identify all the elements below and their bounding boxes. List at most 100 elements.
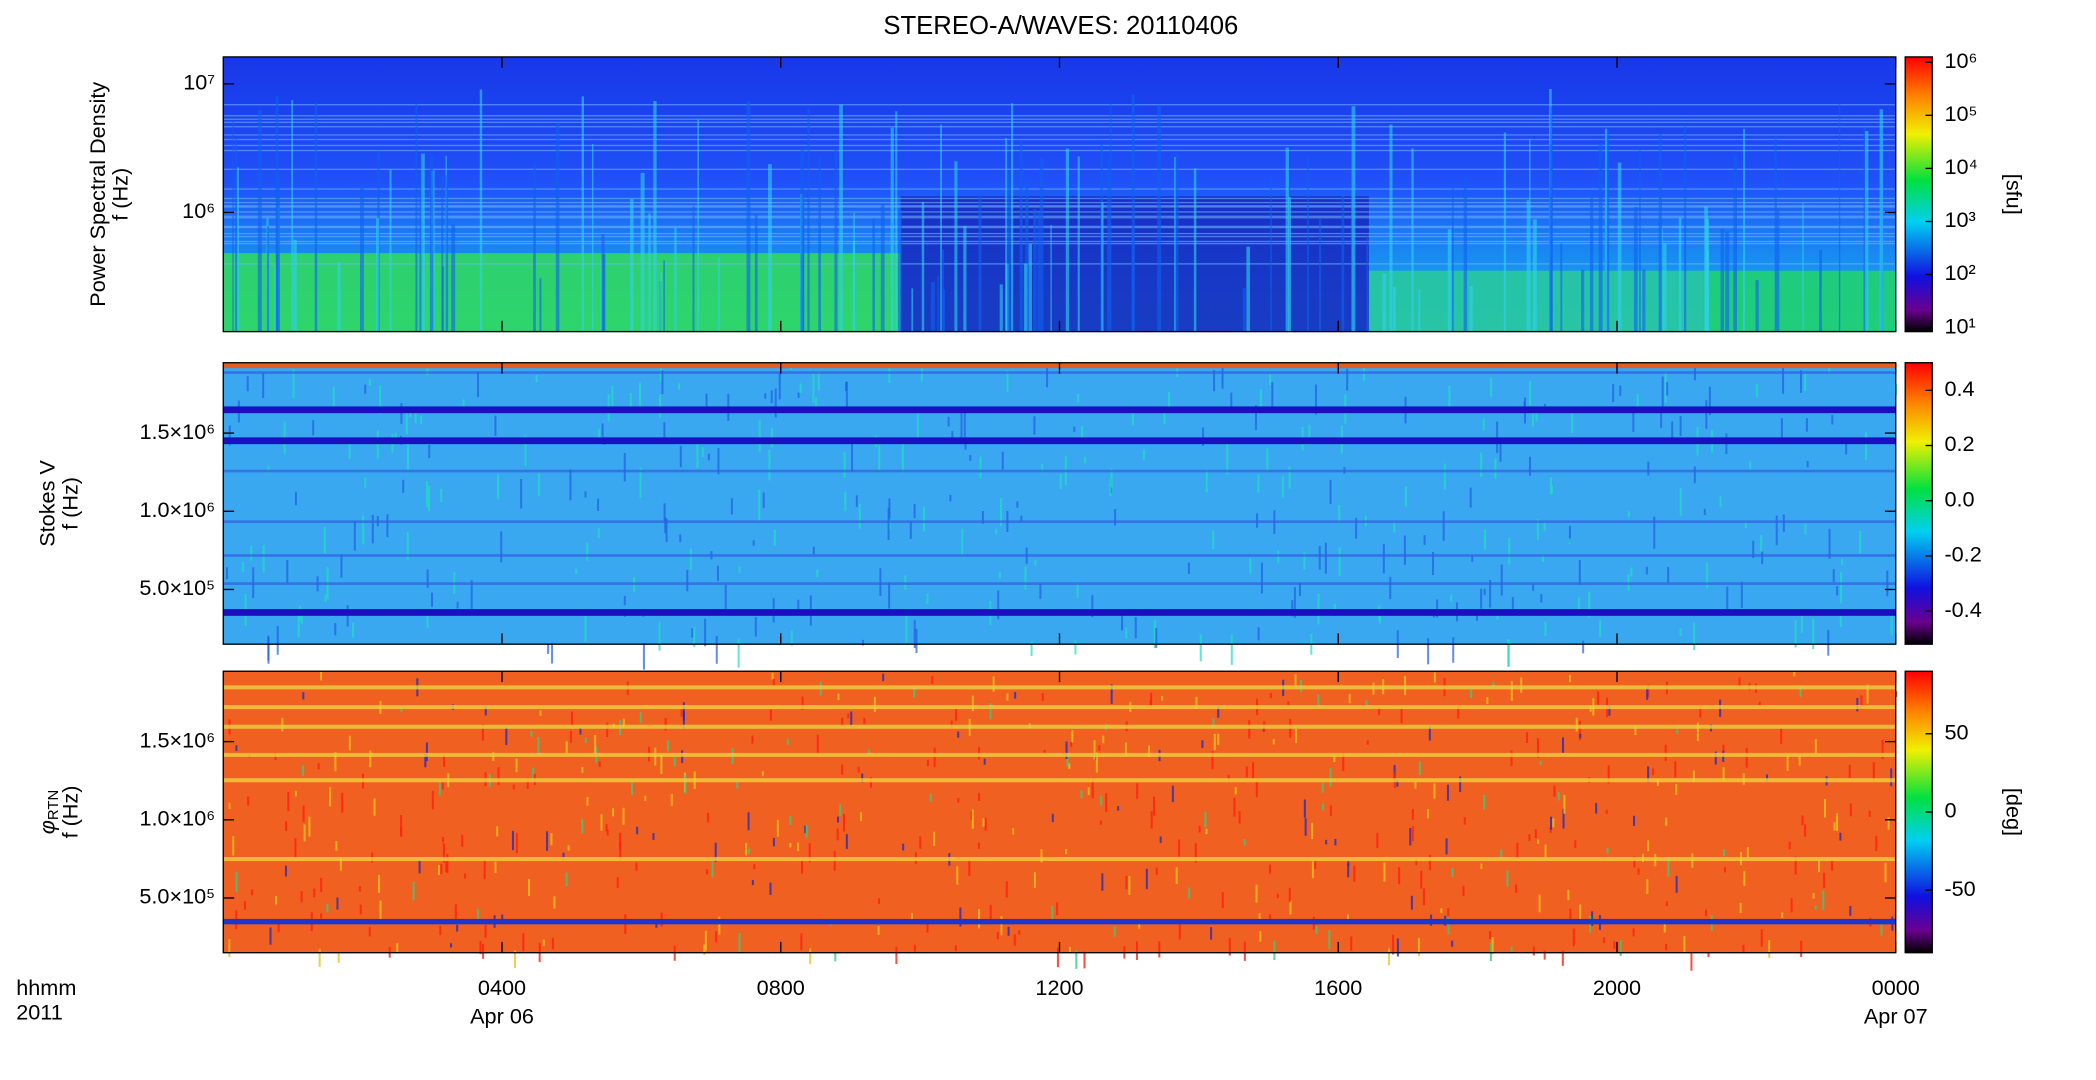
spectrogram-speck <box>1799 370 1802 393</box>
spectrogram-line <box>223 118 1896 120</box>
spectrogram-speck <box>1000 916 1003 936</box>
spectrogram-speck <box>1675 784 1678 795</box>
spectrogram-streak <box>1598 142 1603 332</box>
spectrogram-speck <box>225 567 229 580</box>
spectrogram-speck <box>863 717 866 724</box>
spectrogram-speck <box>1113 926 1116 937</box>
spectrogram-speck <box>812 373 815 403</box>
spectrogram-speck <box>971 695 974 712</box>
spectrogram-speck <box>1007 926 1010 936</box>
spectrogram-speck <box>454 904 457 922</box>
spectrogram-speck <box>581 767 584 773</box>
spectrogram-streak <box>591 143 594 332</box>
spectrogram-speck <box>769 709 772 721</box>
spectrogram-speck <box>951 430 954 443</box>
spectrogram-speck <box>1647 840 1650 852</box>
spectrogram-speck <box>1117 806 1120 811</box>
spectrogram-speck <box>834 952 837 962</box>
spectrogram-streak <box>1469 285 1473 332</box>
spectrogram-speck <box>1422 888 1425 906</box>
spectrogram-streak <box>1028 244 1033 332</box>
spectrogram-speck <box>1210 927 1213 940</box>
spectrogram-speck <box>1334 838 1337 846</box>
spectrogram-speck <box>1656 778 1659 787</box>
spectrogram-bg <box>223 671 1896 953</box>
spectrogram-streak <box>539 278 542 332</box>
spectrogram-speck <box>1812 893 1815 899</box>
spectrogram-speck <box>1814 905 1817 910</box>
spectrogram-speck <box>836 828 839 841</box>
spectrogram-speck <box>1147 745 1151 757</box>
spectrogram-speck <box>1350 936 1353 951</box>
spectrogram-speck <box>606 829 609 836</box>
spectrogram-speck <box>1073 426 1076 433</box>
spectrogram-speck <box>789 842 792 848</box>
spectrogram-speck <box>1287 701 1290 707</box>
spectrogram-speck <box>1070 741 1073 747</box>
spectrogram-speck <box>1520 677 1523 693</box>
spectrogram-speck <box>470 580 473 612</box>
spectrogram-speck <box>1746 846 1749 859</box>
spectrogram-speck <box>364 384 367 394</box>
spectrogram-speck <box>1065 741 1068 759</box>
spectrogram-speck <box>600 814 603 831</box>
spectrogram-speck <box>1342 752 1345 772</box>
spectrogram-speck <box>1226 444 1229 475</box>
spectrogram-speck <box>1798 756 1801 766</box>
spectrogram-speck <box>1596 691 1600 705</box>
spectrogram-streak <box>441 175 444 332</box>
colorbar <box>1904 56 1933 333</box>
spectrogram-streak <box>1107 159 1111 332</box>
spectrogram-speck <box>443 754 446 767</box>
spectrogram-speck <box>1664 372 1667 403</box>
spectrogram-speck <box>716 565 719 582</box>
spectrogram-speck <box>1034 559 1037 566</box>
spectrogram-speck <box>877 898 881 904</box>
spectrogram-speck <box>1752 540 1755 559</box>
spectrogram-streak <box>1307 155 1309 332</box>
spectrogram-speck <box>1389 576 1392 600</box>
spectrogram-speck <box>1550 485 1553 494</box>
spectrogram-speck <box>1233 797 1236 817</box>
spectrogram-streak <box>1451 185 1454 332</box>
spectrogram-speck <box>373 798 376 816</box>
y-axis-unit: f (Hz) <box>57 786 82 839</box>
spectrogram-streak <box>660 272 662 332</box>
spectrogram-speck <box>1039 583 1042 599</box>
spectrogram-speck <box>1506 870 1509 887</box>
spectrogram-speck <box>535 375 538 383</box>
spectrogram-speck <box>1860 695 1863 710</box>
spectrogram-speck <box>772 678 775 686</box>
spectrogram-speck <box>1295 728 1298 744</box>
spectrogram-speck <box>537 473 540 497</box>
spectrogram-speck <box>1198 825 1201 833</box>
spectrogram-speck <box>961 528 964 556</box>
spectrogram-speck <box>313 888 316 898</box>
spectrogram-line <box>223 406 1896 414</box>
spectrogram-speck <box>873 696 876 713</box>
spectrogram-speck <box>1016 501 1019 508</box>
spectrogram-speck <box>1153 619 1156 649</box>
spectrogram-streak <box>1285 147 1289 332</box>
x-tick-label: 0400 <box>478 975 526 1000</box>
spectrogram-speck <box>414 412 417 424</box>
spectrogram-speck <box>1303 799 1306 818</box>
spectrogram-speck <box>428 444 431 459</box>
spectrogram-line <box>223 144 1896 147</box>
spectrogram-speck <box>446 853 449 874</box>
spectrogram-speck <box>1489 579 1492 608</box>
spectrogram-speck <box>845 834 848 849</box>
spectrogram-speck <box>341 792 344 813</box>
spectrogram-speck <box>1868 810 1871 817</box>
spectrogram-speck <box>569 469 572 501</box>
spectrogram-speck <box>1704 909 1707 917</box>
spectrogram-speck <box>565 872 568 887</box>
spectrogram-speck <box>738 932 741 954</box>
spectrogram-speck <box>705 393 708 409</box>
spectrogram-speck <box>1321 782 1324 793</box>
spectrogram-speck <box>1632 407 1635 433</box>
spectrogram-speck <box>1136 783 1139 799</box>
spectrogram-speck <box>655 922 658 928</box>
spectrogram-speck <box>1447 917 1450 935</box>
spectrogram-speck <box>1125 627 1128 639</box>
